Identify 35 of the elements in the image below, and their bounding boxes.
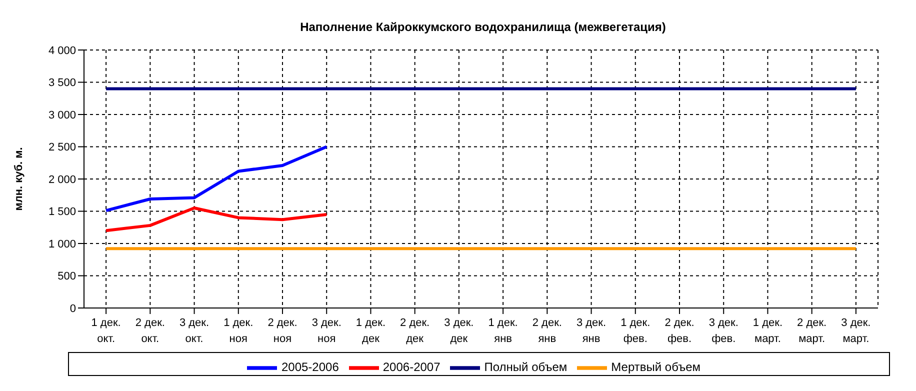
y-tick-label: 2 000 — [48, 174, 76, 186]
x-tick-label: 3 дек. окт. — [179, 317, 210, 345]
x-tick-label: 2 дек. март. — [797, 317, 827, 345]
y-tick-label: 4 000 — [48, 44, 76, 57]
line-series — [104, 206, 328, 232]
y-axis-title: млн. куб. м. — [12, 147, 25, 211]
y-tick-label: 500 — [58, 270, 76, 283]
x-tick-label: 1 дек. янв — [488, 317, 518, 345]
line-series — [104, 145, 328, 212]
x-tick-label: 2 дек. янв — [532, 317, 562, 345]
y-tick-label: 1 500 — [48, 206, 76, 218]
x-tick-label: 1 дек. ноя — [224, 317, 254, 345]
legend-label: 2006-2007 — [382, 360, 440, 374]
y-tick-label: 0 — [70, 302, 76, 315]
y-tick-label: 2 500 — [48, 142, 76, 154]
y-tick-label: 3 500 — [48, 77, 76, 90]
x-tick-label: 3 дек. дек — [444, 317, 474, 345]
x-tick-label: 2 дек. дек — [400, 317, 430, 345]
y-tick-label: 1 000 — [48, 238, 76, 250]
x-tick-label: 3 дек. ноя — [312, 317, 342, 345]
x-tick-label: 3 дек. фев. — [708, 317, 738, 345]
x-tick-label: 2 дек. фев. — [664, 317, 694, 345]
x-tick-label: 1 дек. фев. — [620, 317, 650, 345]
y-tick-label: 3 000 — [48, 109, 76, 122]
legend-label: 2005-2006 — [281, 360, 339, 374]
legend-label: Полный объем — [484, 360, 568, 374]
x-tick-label: 2 дек. окт. — [135, 317, 165, 345]
chart-title: Наполнение Кайроккумского водохранилища (межвегетация) — [299, 19, 667, 36]
x-tick-label: 1 дек. март. — [752, 317, 783, 345]
x-tick-label: 1 дек. дек — [356, 317, 386, 345]
x-tick-label: 3 дек. март. — [841, 317, 871, 345]
x-tick-label: 3 дек. янв — [576, 317, 606, 345]
legend-label: Мертвый объем — [611, 360, 700, 374]
x-tick-label: 2 дек. ноя — [268, 317, 298, 345]
x-tick-label: 1 дек. окт. — [91, 317, 121, 345]
